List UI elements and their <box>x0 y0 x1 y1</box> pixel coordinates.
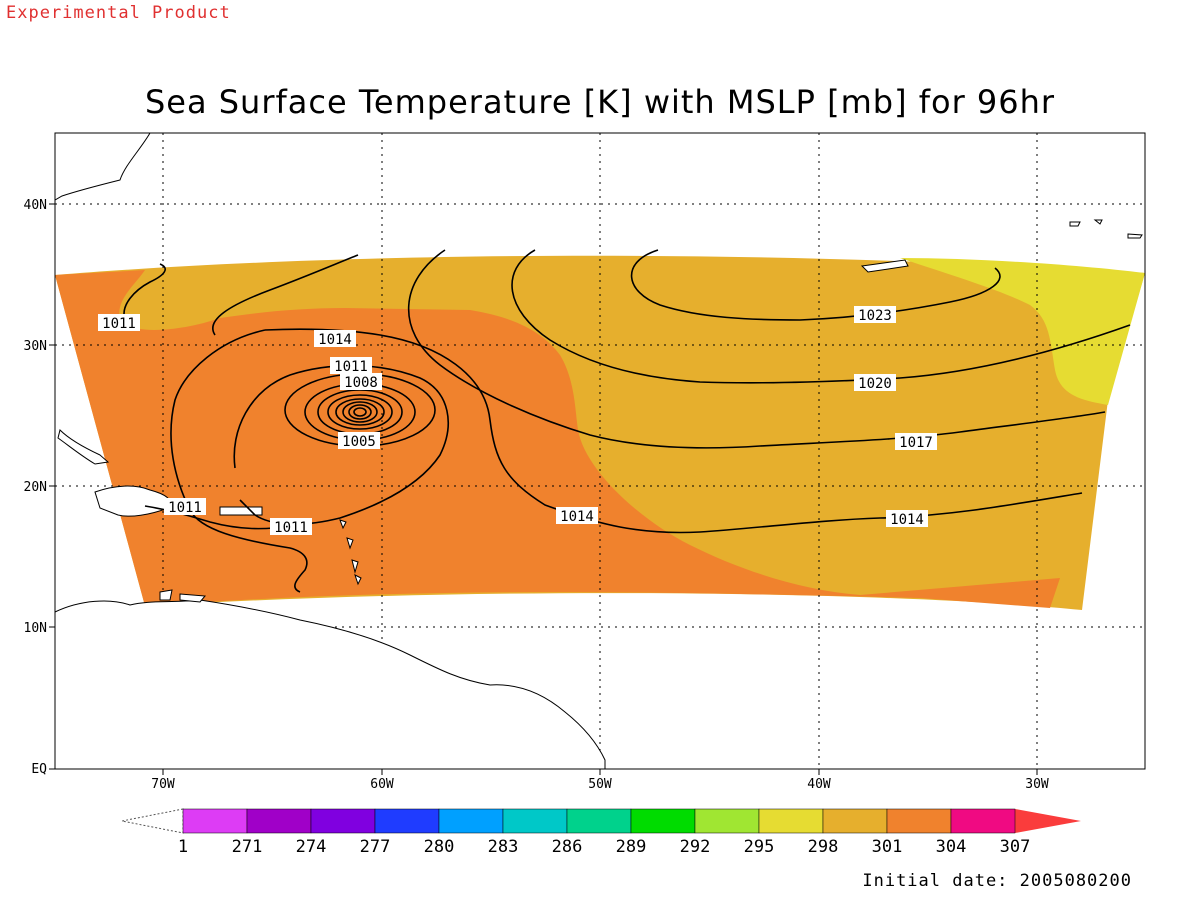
isobar-inner-2 <box>327 394 393 430</box>
lon-label-50w: 50W <box>588 777 612 792</box>
colorbar-tick-label: 283 <box>488 837 519 857</box>
lat-label-10n: 10N <box>24 621 47 636</box>
isobar-inner-4 <box>342 401 378 423</box>
colorbar-swatch <box>758 808 824 834</box>
north-america-coast <box>54 132 151 201</box>
lon-label-30w: 30W <box>1025 777 1049 792</box>
isobar-label: 1014 <box>886 510 928 528</box>
isobar-label: 1017 <box>895 433 937 451</box>
isobar-label: 1011 <box>98 314 140 332</box>
colorbar-tick-label: 274 <box>296 837 327 857</box>
colorbar-swatch <box>374 808 440 834</box>
isobar-label-text: 1011 <box>102 316 136 332</box>
colorbar-tick-label: 298 <box>808 837 839 857</box>
cuba-coast <box>57 429 110 465</box>
isobar-label-text: 1014 <box>560 509 594 525</box>
isobar-label-text: 1014 <box>890 512 924 528</box>
isobar-label-text: 1005 <box>342 434 376 450</box>
colorbar-tick-label: 304 <box>936 837 967 857</box>
coastlines <box>54 132 1143 770</box>
longitude-labels: 70W 60W 50W 40W 30W <box>151 777 1049 792</box>
colorbar-tick-label: 286 <box>552 837 583 857</box>
isobar-label: 1011 <box>164 498 206 516</box>
colorbar-swatch <box>886 808 952 834</box>
isobar-1014-nw <box>212 254 359 336</box>
colorbar-tick-label: 277 <box>360 837 391 857</box>
lat-label-40n: 40N <box>24 198 47 213</box>
chart-title: Sea Surface Temperature [K] with MSLP [m… <box>145 83 1055 121</box>
colorbar-tick-label: 295 <box>744 837 775 857</box>
graticule <box>55 133 1145 769</box>
isobar-label: 1014 <box>314 330 356 348</box>
lon-label-70w: 70W <box>151 777 175 792</box>
bermuda <box>860 259 909 273</box>
isobar-1011-north <box>123 263 166 321</box>
lat-label-eq: EQ <box>31 762 47 777</box>
puerto-rico <box>219 506 263 516</box>
lon-label-40w: 40W <box>807 777 831 792</box>
colorbar-tick-label: 307 <box>1000 837 1031 857</box>
sst-region-298 <box>900 258 1145 405</box>
colorbar-right-arrow <box>1015 809 1081 833</box>
longitude-ticks <box>162 769 1038 775</box>
sst-colorbar <box>121 808 1081 834</box>
colorbar-tick-label: 271 <box>232 837 263 857</box>
isobar-label: 1011 <box>330 357 372 375</box>
colorbar-swatch <box>566 808 632 834</box>
isobar-inner-5 <box>348 404 372 420</box>
colorbar-swatch <box>822 808 888 834</box>
colorbar-tick-label: 289 <box>616 837 647 857</box>
isobar-label: 1020 <box>854 374 896 392</box>
isobar-label-text: 1011 <box>334 359 368 375</box>
isobar-label-text: 1017 <box>899 435 933 451</box>
colorbar-tick-label: 301 <box>872 837 903 857</box>
experimental-product-label: Experimental Product <box>6 3 231 23</box>
lat-label-30n: 30N <box>24 339 47 354</box>
isobar-inner-6 <box>353 407 367 417</box>
isobar-label: 1005 <box>338 432 380 450</box>
azores-islets <box>1069 219 1143 239</box>
lon-label-60w: 60W <box>370 777 394 792</box>
colorbar-swatch <box>310 808 376 834</box>
isobar-1014-west <box>170 329 308 593</box>
lat-label-20n: 20N <box>24 480 47 495</box>
isobar-label: 1014 <box>556 507 598 525</box>
colorbar-swatch <box>950 808 1016 834</box>
isobar-inner-3 <box>335 398 385 426</box>
isobar-label-text: 1011 <box>168 500 202 516</box>
colorbar-swatch <box>246 808 312 834</box>
isobar-1020 <box>511 249 1131 384</box>
colorbar-left-arrow <box>121 808 184 834</box>
colorbar-tick-label: 1 <box>178 837 188 857</box>
isobar-1023 <box>630 249 1001 321</box>
isobar-label: 1011 <box>270 518 312 536</box>
isobar-1017 <box>407 249 1106 449</box>
colorbar-tick-label: 292 <box>680 837 711 857</box>
isobar-label: 1023 <box>854 306 896 324</box>
isobar-label: 1008 <box>340 373 382 391</box>
isobar-label-text: 1011 <box>274 520 308 536</box>
latitude-labels: 40N 30N 20N 10N EQ <box>24 198 48 777</box>
colorbar-tick-label: 280 <box>424 837 455 857</box>
colorbar-swatch <box>182 808 248 834</box>
initial-date-label: Initial date: 2005080200 <box>862 871 1132 891</box>
isobar-label-text: 1008 <box>344 375 378 391</box>
isobar-label-text: 1014 <box>318 332 352 348</box>
colorbar-tick-labels: 1 271 274 277 280 283 286 289 292 295 298 301 304 307 <box>178 837 1030 857</box>
latitude-ticks <box>49 203 55 770</box>
colorbar-swatch <box>438 808 504 834</box>
map-plot-area: 1011 1014 1011 1008 1005 1011 1011 1014 … <box>54 132 1146 770</box>
trinidad <box>159 589 207 603</box>
isobar-1011-ring <box>233 364 449 525</box>
isobar-label-text: 1020 <box>858 376 892 392</box>
colorbar-swatch <box>502 808 568 834</box>
colorbar-swatch <box>630 808 696 834</box>
lesser-antilles <box>339 519 362 586</box>
isobar-labels: 1011 1014 1011 1008 1005 1011 1011 1014 … <box>98 306 937 536</box>
south-america-coast <box>54 599 606 770</box>
colorbar-swatch <box>694 808 760 834</box>
isobar-label-text: 1023 <box>858 308 892 324</box>
